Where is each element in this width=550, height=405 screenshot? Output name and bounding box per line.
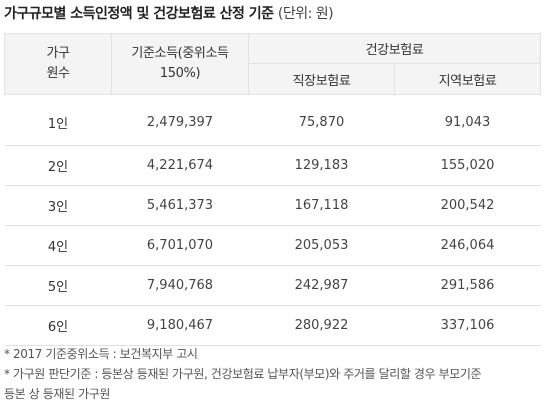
footnote-household-criteria-cont: 등본 상 등재된 가구원 <box>4 387 111 401</box>
header-regional-premium: 지역보험료 <box>394 63 541 95</box>
criteria-table: 가구 원수 기준소득(중위소득 150%) 건강보험료 직장보험료 지역보험료 … <box>4 33 541 346</box>
income-cell: 6,701,070 <box>111 225 249 266</box>
household-size-cell: 5인 <box>4 265 112 306</box>
household-size-cell: 6인 <box>4 305 112 346</box>
regional-premium-cell: 91,043 <box>394 94 541 146</box>
regional-premium-cell: 200,542 <box>394 185 541 226</box>
income-cell: 5,461,373 <box>111 185 249 226</box>
table-row: 2인 4,221,674 129,183 155,020 <box>4 145 541 186</box>
regional-premium-cell: 246,064 <box>394 225 541 266</box>
household-size-cell: 2인 <box>4 145 112 186</box>
header-household-size: 가구 원수 <box>4 33 112 95</box>
header-base-income: 기준소득(중위소득 150%) <box>111 33 249 95</box>
employee-premium-cell: 280,922 <box>248 305 395 346</box>
header-household-line2: 원수 <box>46 66 70 81</box>
income-cell: 7,940,768 <box>111 265 249 306</box>
page-title-main: 가구규모별 소득인정액 및 건강보험료 산정 기준 <box>4 6 274 22</box>
table-row: 4인 6,701,070 205,053 246,064 <box>4 225 541 266</box>
household-size-cell: 3인 <box>4 185 112 226</box>
header-employee-premium: 직장보험료 <box>248 63 395 95</box>
employee-premium-cell: 242,987 <box>248 265 395 306</box>
regional-premium-cell: 291,586 <box>394 265 541 306</box>
page-title-unit: (단위: 원) <box>277 6 334 22</box>
header-household-line1: 가구 <box>46 46 70 61</box>
footnote-median-income: * 2017 기준중위소득 : 보건복지부 고시 <box>4 347 198 361</box>
income-cell: 2,479,397 <box>111 94 249 146</box>
header-health-insurance: 건강보험료 <box>248 33 541 64</box>
regional-premium-cell: 155,020 <box>394 145 541 186</box>
regional-premium-cell: 337,106 <box>394 305 541 346</box>
household-size-cell: 4인 <box>4 225 112 266</box>
header-income-line1: 기준소득(중위소득 <box>131 46 229 61</box>
employee-premium-cell: 75,870 <box>248 94 395 146</box>
header-income-line2: 150%) <box>159 66 201 81</box>
household-size-cell: 1인 <box>4 94 112 146</box>
employee-premium-cell: 129,183 <box>248 145 395 186</box>
footnote-household-criteria: * 가구원 판단기준 : 등본상 등재된 가구원, 건강보험료 납부자(부모)와… <box>4 367 482 381</box>
table-row: 5인 7,940,768 242,987 291,586 <box>4 265 541 306</box>
table-row: 1인 2,479,397 75,870 91,043 <box>4 94 541 146</box>
income-cell: 4,221,674 <box>111 145 249 186</box>
footnotes: * 2017 기준중위소득 : 보건복지부 고시 * 가구원 판단기준 : 등본… <box>4 344 482 404</box>
income-cell: 9,180,467 <box>111 305 249 346</box>
employee-premium-cell: 205,053 <box>248 225 395 266</box>
table-row: 6인 9,180,467 280,922 337,106 <box>4 305 541 346</box>
page-title: 가구규모별 소득인정액 및 건강보험료 산정 기준 (단위: 원) <box>4 3 334 23</box>
table-row: 3인 5,461,373 167,118 200,542 <box>4 185 541 226</box>
employee-premium-cell: 167,118 <box>248 185 395 226</box>
